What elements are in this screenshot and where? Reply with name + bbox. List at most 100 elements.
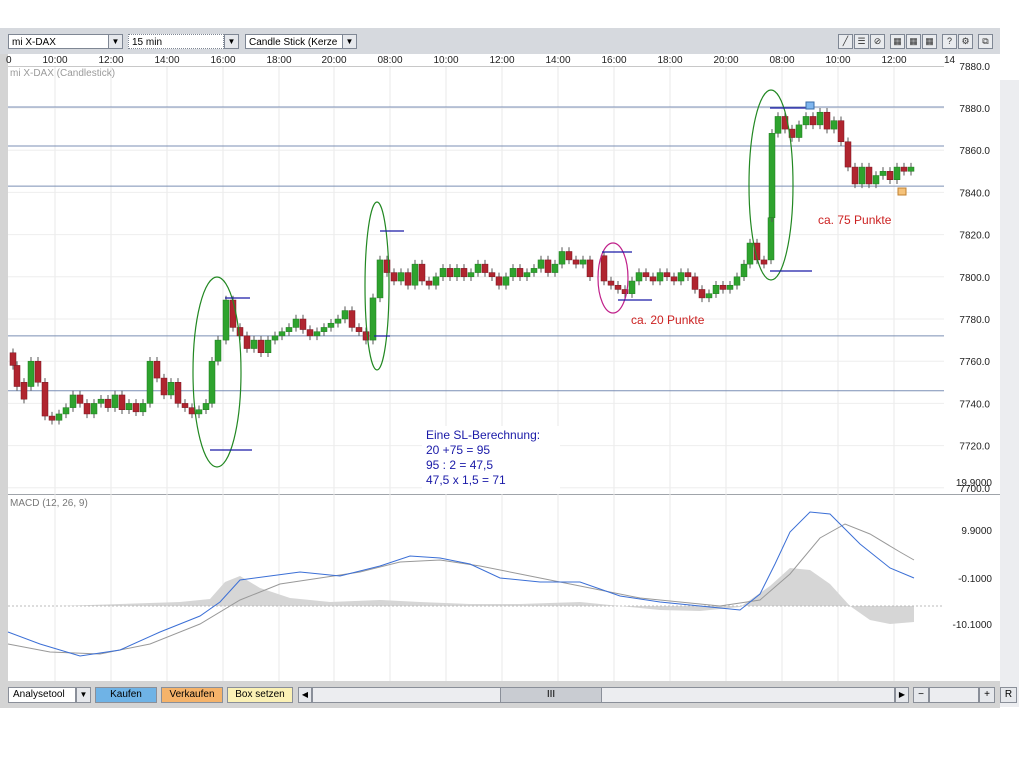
interval-select[interactable]: 15 min	[128, 34, 224, 49]
candle-body	[271, 335, 279, 341]
candle-body	[474, 263, 482, 273]
macd-axis-label: 9.9000	[961, 526, 992, 537]
candle-body	[306, 329, 314, 337]
candle-body	[181, 403, 189, 408]
instrument-select[interactable]: mi X-DAX	[8, 34, 109, 49]
chart-type-select[interactable]: Candle Stick (Kerze	[245, 34, 343, 49]
candle-body	[530, 268, 538, 273]
candle-body	[69, 394, 77, 408]
grid-icon-1[interactable]: ▦	[890, 34, 905, 49]
sl-calc-line: 95 : 2 = 47,5	[426, 458, 493, 472]
candle-body	[502, 276, 510, 286]
time-axis-label: 14	[944, 55, 956, 66]
grid-icon-3[interactable]: ▦	[922, 34, 937, 49]
candle-body	[208, 360, 216, 404]
annotation-75-punkte: ca. 75 Punkte	[818, 213, 892, 227]
candle-body	[719, 284, 727, 290]
candle-body	[614, 284, 622, 290]
candle-body	[264, 339, 272, 354]
candle-body	[432, 276, 440, 286]
time-axis-label: 20:00	[321, 55, 346, 66]
annotation-20-punkte: ca. 20 Punkte	[631, 313, 705, 327]
candle-body	[712, 284, 720, 294]
kaufen-button[interactable]: Kaufen	[95, 687, 157, 703]
candle-body	[83, 403, 91, 415]
candle-body	[495, 276, 503, 286]
horizontal-scrollbar-track[interactable]	[312, 687, 895, 703]
settings-icon[interactable]: ⚙	[958, 34, 973, 49]
candle-body	[746, 242, 754, 265]
no-draw-icon[interactable]: ⊘	[870, 34, 885, 49]
analysetool-select[interactable]: Analysetool	[8, 687, 76, 703]
sl-text-box	[422, 426, 560, 494]
candle-body	[774, 116, 782, 134]
help-icon[interactable]: ?	[942, 34, 957, 49]
candle-body	[111, 394, 119, 408]
candle-body	[488, 272, 496, 278]
analysetool-dropdown-icon[interactable]: ▼	[76, 687, 91, 703]
chart-title: mi X-DAX (Candlestick)	[10, 68, 115, 79]
candle-body	[125, 403, 133, 410]
popout-window-icon[interactable]: ⧉	[978, 34, 993, 49]
macd-histogram	[8, 568, 914, 624]
candle-body	[285, 327, 293, 332]
reset-button[interactable]: R	[1000, 687, 1017, 703]
candle-body	[48, 415, 56, 421]
candle-body	[858, 166, 866, 185]
scroll-left-icon[interactable]: ◀	[298, 687, 312, 703]
candle-body	[41, 382, 49, 417]
candles	[9, 108, 915, 425]
candle-body	[705, 293, 713, 299]
candle-body	[740, 263, 748, 278]
time-axis-background	[8, 54, 944, 66]
chart-toolbar: mi X-DAX ▼ 15 min ▼ Candle Stick (Kerze …	[0, 28, 1000, 55]
sl-calc-line: Eine SL-Berechnung:	[426, 428, 540, 442]
macd-line	[7, 511, 915, 657]
time-axis-label: 18:00	[657, 55, 682, 66]
candle-body	[453, 268, 461, 278]
zoom-out-button[interactable]: −	[913, 687, 929, 703]
macd-axis-label: 19.9000	[956, 478, 993, 489]
sl-calc-line: 47,5 x 1,5 = 71	[426, 473, 506, 487]
candle-body	[837, 120, 845, 143]
zoom-in-button[interactable]: +	[979, 687, 995, 703]
horizontal-scrollbar-thumb[interactable]: III	[500, 687, 602, 703]
candlestick-chart[interactable]: MACD (12, 26, 9) ca. 20 Punkte ca. 75 Pun…	[0, 54, 1000, 681]
candle-body	[600, 255, 608, 282]
instrument-dropdown-icon[interactable]: ▼	[108, 34, 123, 49]
macd-title: MACD (12, 26, 9)	[10, 498, 88, 509]
candle-body	[467, 272, 475, 278]
candle-body	[160, 377, 168, 396]
candle-body	[439, 268, 447, 278]
time-axis-label: 10:00	[825, 55, 850, 66]
candle-body	[404, 272, 412, 286]
candle-body	[586, 259, 594, 278]
time-axis-label: 10:00	[42, 55, 67, 66]
candle-body	[900, 166, 908, 172]
candle-body	[726, 284, 734, 290]
draw-line-icon[interactable]: ╱	[838, 34, 853, 49]
candle-body	[292, 318, 300, 328]
candle-body	[76, 394, 84, 404]
candle-body	[146, 360, 154, 404]
candle-body	[348, 310, 356, 328]
price-axis-label: 7780.0	[959, 315, 990, 326]
box-setzen-button[interactable]: Box setzen	[227, 687, 293, 703]
verkaufen-button[interactable]: Verkaufen	[161, 687, 223, 703]
interval-dropdown-icon[interactable]: ▼	[224, 34, 239, 49]
grid-icon-2[interactable]: ▦	[906, 34, 921, 49]
price-axis-label: 7880.0	[959, 104, 990, 115]
candle-body	[649, 276, 657, 282]
scroll-right-icon[interactable]: ▶	[895, 687, 909, 703]
horizontal-lines-icon[interactable]: ☰	[854, 34, 869, 49]
highlight-ellipse-1	[192, 276, 242, 468]
candle-body	[551, 263, 559, 273]
candle-body	[313, 331, 321, 337]
sl-calc-line: 20 +75 = 95	[426, 443, 490, 457]
annotations: ca. 20 Punkte ca. 75 Punkte Eine SL-Berech…	[192, 89, 907, 494]
chart-type-dropdown-icon[interactable]: ▼	[342, 34, 357, 49]
candle-body	[677, 272, 685, 282]
vertical-scrollbar[interactable]	[1000, 80, 1019, 707]
candle-body	[851, 166, 859, 185]
zoom-slider[interactable]	[929, 687, 979, 703]
